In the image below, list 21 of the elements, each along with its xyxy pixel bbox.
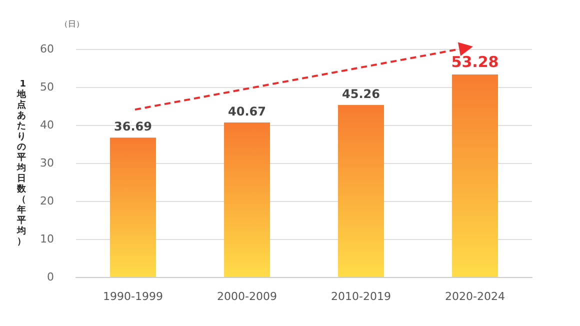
- bar: [224, 122, 270, 277]
- text: （日）: [60, 20, 84, 28]
- x-tick-label: 2010-2019: [331, 290, 391, 303]
- x-tick-label: 2000-2009: [217, 290, 277, 303]
- data-label: 36.69: [114, 120, 152, 134]
- x-tick-label: 2020-2024: [445, 290, 505, 303]
- x-tick-label: 1990-1999: [103, 290, 163, 303]
- data-label: 40.67: [228, 104, 266, 118]
- bar: [452, 74, 498, 277]
- data-label: 45.26: [342, 87, 380, 102]
- y-tick-label: 30: [40, 156, 54, 170]
- bar: [338, 105, 384, 277]
- text: 1地点あたりの平均日数（年平均）: [17, 79, 26, 247]
- data-label: 53.28: [451, 53, 499, 72]
- y-tick-label: 10: [40, 232, 54, 246]
- y-tick-label: 50: [40, 80, 54, 94]
- y-tick-label: 0: [47, 270, 54, 284]
- bar: [110, 138, 156, 277]
- y-tick-label: 60: [40, 42, 54, 56]
- y-tick-label: 40: [40, 118, 54, 132]
- y-tick-label: 20: [40, 194, 54, 208]
